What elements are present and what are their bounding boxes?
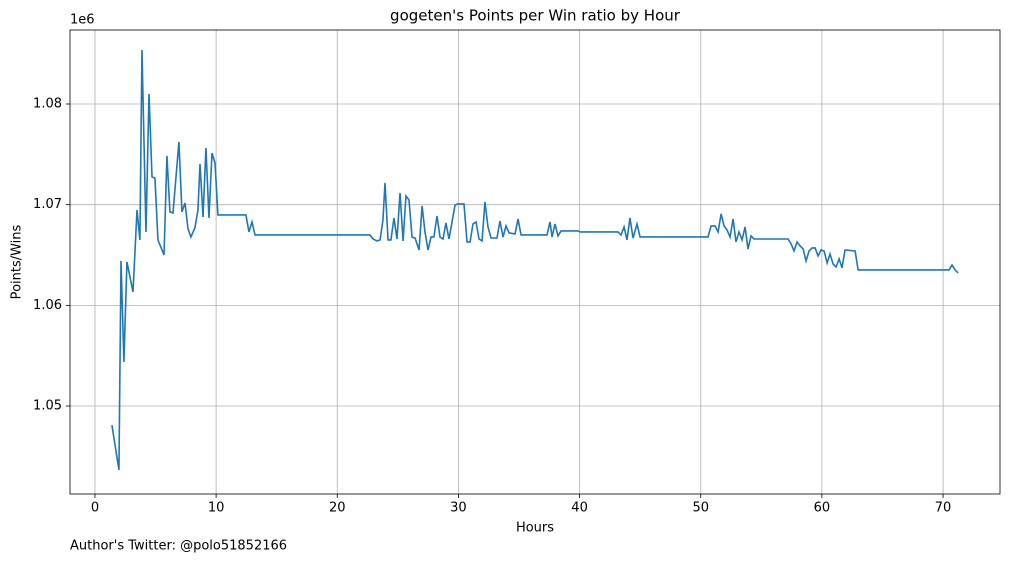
x-tick-label: 50 bbox=[692, 501, 709, 516]
footnote: Author's Twitter: @polo51852166 bbox=[70, 539, 287, 554]
x-tick-label: 70 bbox=[935, 501, 952, 516]
x-tick-label: 0 bbox=[91, 501, 99, 516]
y-tick-label: 1.06 bbox=[33, 298, 62, 313]
y-tick-label: 1.08 bbox=[33, 96, 62, 111]
y-axis-label: Points/Wins bbox=[10, 224, 25, 299]
x-axis-label: Hours bbox=[516, 521, 554, 536]
x-tick-label: 40 bbox=[571, 501, 588, 516]
y-tick-label: 1.05 bbox=[33, 399, 62, 414]
y-tick-label: 1.07 bbox=[33, 197, 62, 212]
chart-title: gogeten's Points per Win ratio by Hour bbox=[390, 7, 681, 25]
plot-frame bbox=[69, 29, 1001, 495]
x-tick-label: 20 bbox=[329, 501, 346, 516]
x-tick-label: 60 bbox=[814, 501, 831, 516]
x-tick-label: 10 bbox=[208, 501, 225, 516]
offset-label: 1e6 bbox=[70, 13, 95, 28]
x-tick-label: 30 bbox=[450, 501, 467, 516]
data-line bbox=[111, 50, 959, 470]
